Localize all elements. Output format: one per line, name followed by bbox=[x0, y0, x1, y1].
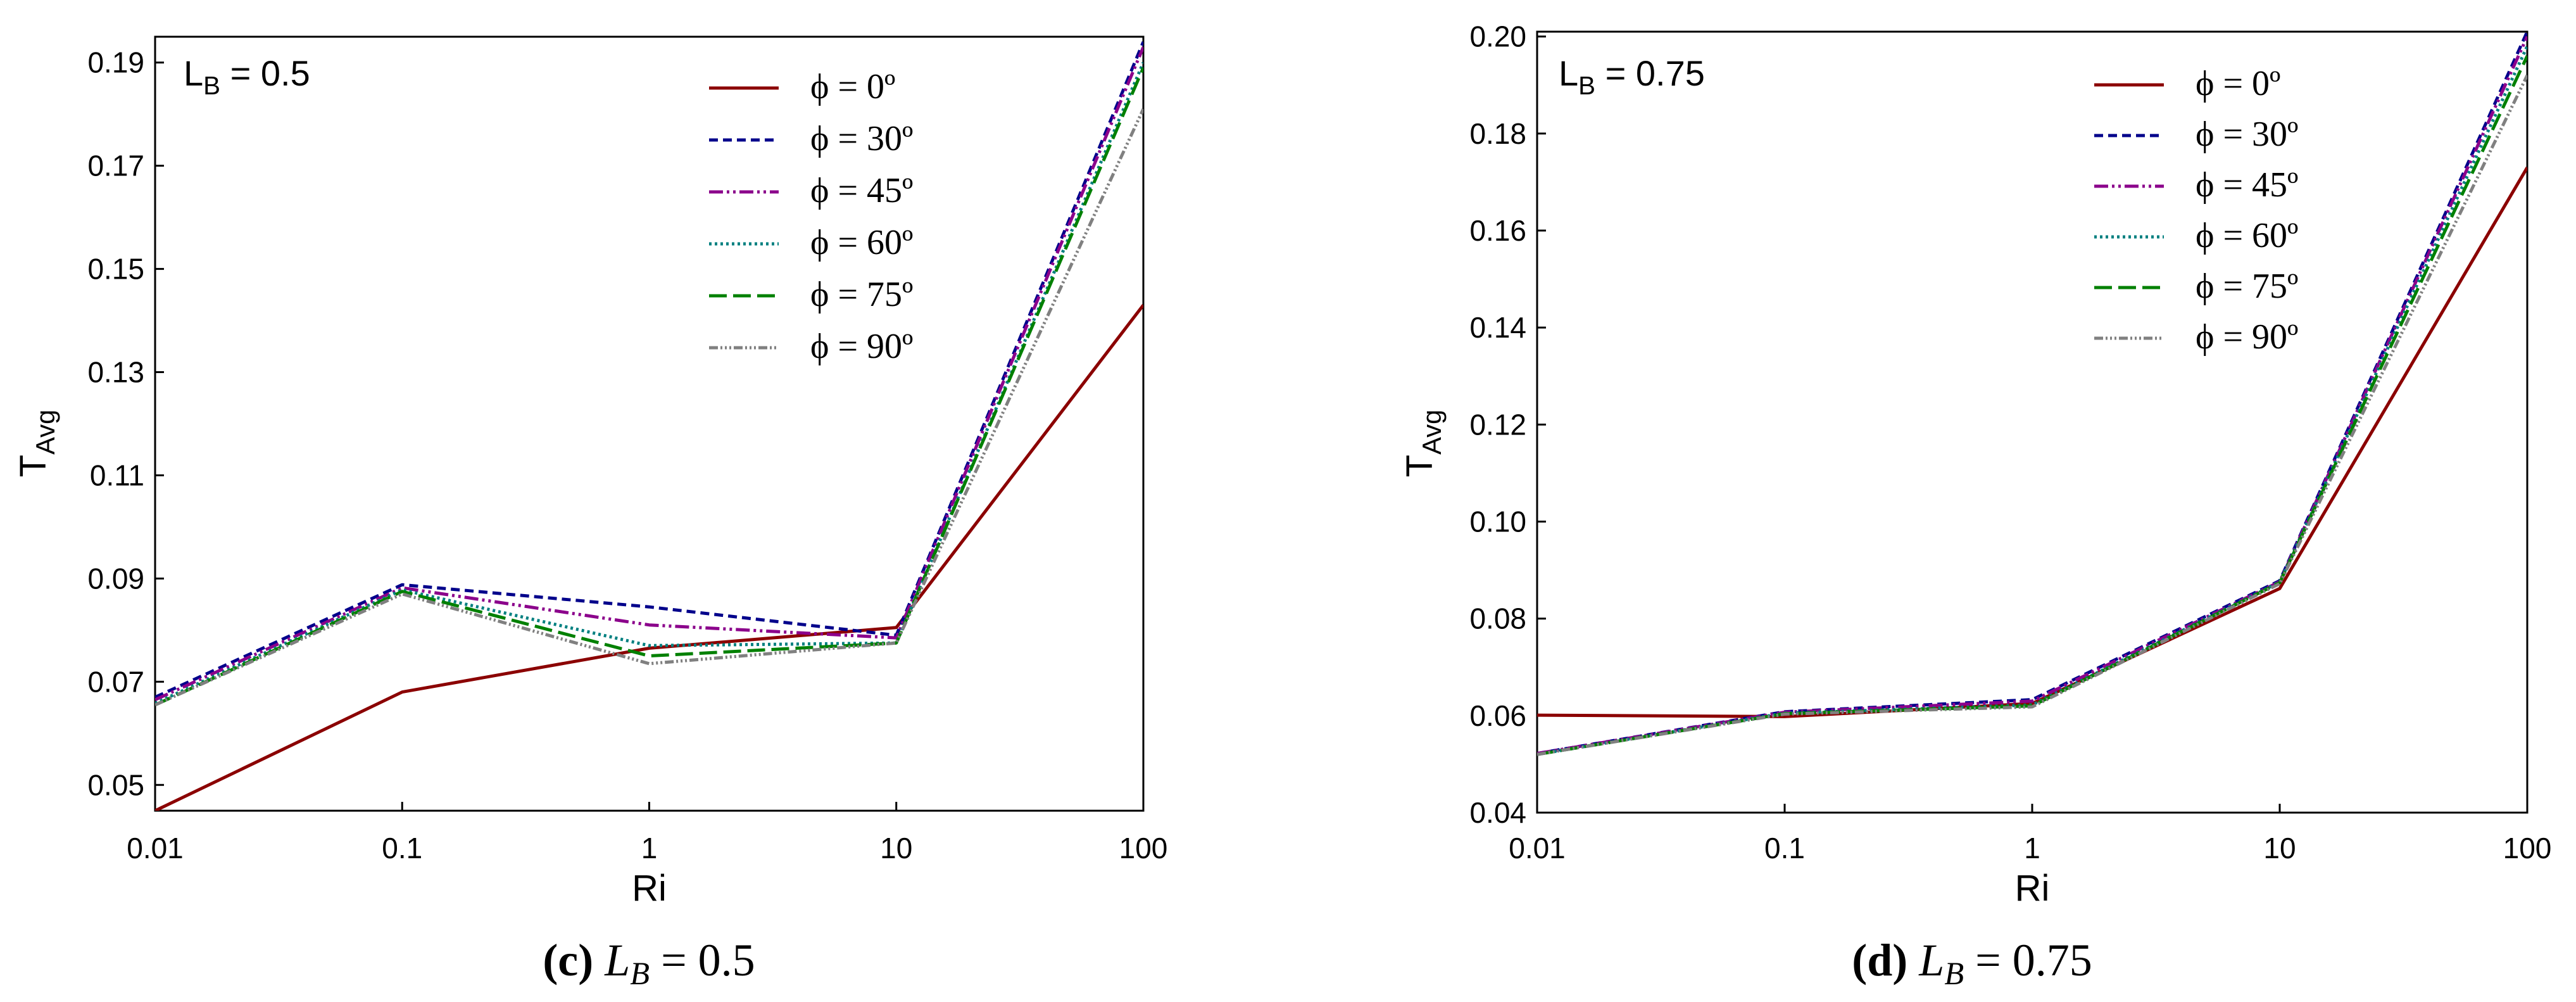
y-axis-label-group: TAvg bbox=[13, 410, 60, 478]
series-line-5 bbox=[155, 108, 1143, 707]
legend-label-0: ϕ = 0º bbox=[810, 67, 895, 106]
y-tick-label: 0.10 bbox=[1469, 505, 1526, 538]
series-line-2 bbox=[1537, 35, 2527, 756]
panel-annotation: LB = 0.5 bbox=[184, 53, 310, 100]
series-line-1 bbox=[155, 41, 1143, 699]
x-axis-label: Ri bbox=[2015, 868, 2050, 909]
y-axis-label: TAvg bbox=[13, 410, 60, 478]
x-tick-label: 0.01 bbox=[127, 832, 184, 865]
series-lines bbox=[155, 41, 1143, 811]
series-line-4 bbox=[155, 67, 1143, 707]
series-line-2 bbox=[155, 46, 1143, 702]
panel-caption: (c) LB = 0.5 bbox=[543, 935, 755, 991]
y-tick-label: 0.11 bbox=[90, 459, 144, 491]
plot-frame bbox=[154, 35, 1145, 812]
y-tick-label: 0.17 bbox=[87, 149, 144, 182]
y-tick-label: 0.18 bbox=[1469, 117, 1526, 150]
x-tick-label: 10 bbox=[880, 832, 912, 865]
x-tick-label: 1 bbox=[641, 832, 658, 865]
legend-label-3: ϕ = 60º bbox=[810, 223, 913, 262]
y-tick-label: 0.13 bbox=[87, 356, 144, 389]
legend-label-4: ϕ = 75º bbox=[2196, 267, 2298, 306]
x-tick-label: 0.01 bbox=[1509, 832, 1566, 865]
x-tick-label: 0.1 bbox=[1764, 832, 1805, 865]
x-axis-label: Ri bbox=[632, 868, 667, 909]
legend-label-0: ϕ = 0º bbox=[2196, 64, 2280, 103]
series-line-0 bbox=[155, 304, 1143, 811]
y-tick-label: 0.04 bbox=[1469, 796, 1526, 829]
series-line-4 bbox=[1537, 55, 2527, 756]
panel-annotation: LB = 0.75 bbox=[1559, 53, 1705, 100]
legend: ϕ = 0º ϕ = 30º ϕ = 45º ϕ = 60º ϕ = 75º ϕ = 90… bbox=[709, 67, 913, 366]
chart-panel-c: 0.01 0.1 1 10 1000.050.070.090.110.130.150.1… bbox=[13, 35, 1168, 991]
y-tick-label: 0.07 bbox=[87, 665, 144, 698]
panel-caption: (d) LB = 0.75 bbox=[1852, 935, 2092, 991]
y-tick-label: 0.12 bbox=[1469, 408, 1526, 441]
y-axis-label-group: TAvg bbox=[1399, 410, 1447, 478]
y-tick-label: 0.09 bbox=[87, 562, 144, 595]
y-tick-label: 0.20 bbox=[1469, 20, 1526, 53]
y-tick-label: 0.16 bbox=[1469, 214, 1526, 247]
legend-label-1: ϕ = 30º bbox=[2196, 115, 2298, 154]
y-tick-label: 0.06 bbox=[1469, 699, 1526, 732]
chart-panel-d: 0.01 0.1 1 10 100 0.04 0.06 0.08 0.10 0.12 0.14 0.1… bbox=[1399, 20, 2551, 991]
y-tick-label: 0.05 bbox=[87, 768, 144, 801]
series-line-3 bbox=[1537, 45, 2527, 756]
legend-label-5: ϕ = 90º bbox=[810, 327, 913, 366]
series-lines bbox=[1537, 32, 2527, 756]
x-tick-label: 1 bbox=[2024, 832, 2040, 865]
series-line-0 bbox=[1537, 167, 2527, 718]
y-tick-label: 0.14 bbox=[1469, 311, 1526, 344]
series-line-1 bbox=[1537, 32, 2527, 756]
legend: ϕ = 0º ϕ = 30º ϕ = 45º ϕ = 60º ϕ = 75º ϕ = 90… bbox=[2094, 64, 2298, 357]
legend-label-3: ϕ = 60º bbox=[2196, 216, 2298, 255]
y-tick-label: 0.08 bbox=[1469, 602, 1526, 635]
x-tick-label: 100 bbox=[1119, 832, 1168, 865]
y-tick-label: 0.19 bbox=[87, 46, 144, 79]
y-tick-label: 0.15 bbox=[87, 253, 144, 286]
x-tick-label: 100 bbox=[2503, 832, 2552, 865]
legend-label-2: ϕ = 45º bbox=[810, 171, 913, 210]
x-tick-label: 10 bbox=[2263, 832, 2296, 865]
legend-label-4: ϕ = 75º bbox=[810, 275, 913, 314]
series-line-3 bbox=[155, 61, 1143, 705]
legend-label-2: ϕ = 45º bbox=[2196, 165, 2298, 205]
y-axis-label: TAvg bbox=[1399, 410, 1447, 478]
legend-label-1: ϕ = 30º bbox=[810, 119, 913, 158]
series-line-5 bbox=[1537, 74, 2527, 756]
legend-label-5: ϕ = 90º bbox=[2196, 317, 2298, 357]
x-tick-label: 0.1 bbox=[382, 832, 422, 865]
